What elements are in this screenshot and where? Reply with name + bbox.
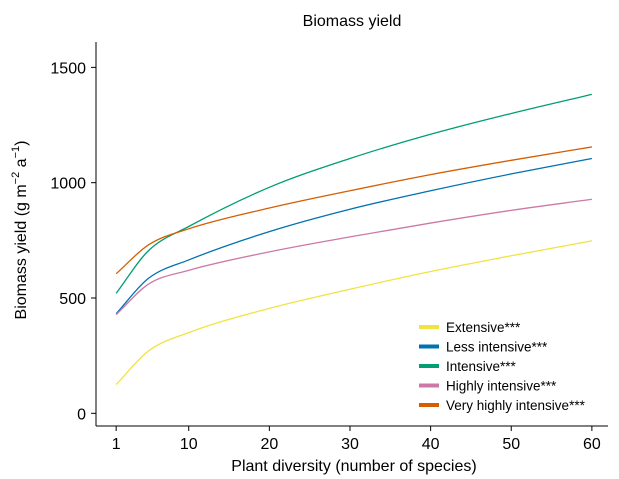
x-tick-label: 10 [180,436,198,453]
x-tick-label: 1 [112,436,121,453]
y-axis-title-exponent-2: −1 [10,146,22,159]
y-tick-label: 1500 [50,60,86,77]
legend-label: Very highly intensive*** [446,398,586,413]
y-tick-label: 500 [59,291,86,308]
series-line-3 [115,93,593,294]
legend: Extensive*** Less intensive*** Intensive**… [419,320,586,413]
x-axis-ticks: 1 10 20 30 40 50 60 [112,426,601,453]
series-line-2 [115,157,592,315]
x-tick-label: 50 [502,436,520,453]
legend-label: Less intensive*** [446,340,548,355]
y-tick-label: 1000 [50,176,86,193]
x-tick-label: 20 [260,436,278,453]
y-tick-label: 0 [77,406,86,423]
chart-title: Biomass yield [303,13,402,30]
series-line-5 [115,146,592,275]
y-axis-ticks: 0 500 1000 1500 [50,60,96,423]
y-axis-title-end: ) [13,141,30,146]
series-line-4 [115,198,592,316]
x-axis-title: Plant diversity (number of species) [231,458,476,475]
y-axis-title-exponent-1: −2 [10,172,22,185]
series-line-1 [115,240,592,385]
y-axis-title: Biomass yield (g m−2 a−1) [10,141,30,320]
x-tick-label: 60 [583,436,601,453]
legend-label: Highly intensive*** [446,379,557,394]
x-tick-label: 30 [341,436,359,453]
legend-label: Extensive*** [446,320,521,335]
series-lines [115,93,593,385]
y-axis-title-main: Biomass yield (g m [13,184,30,319]
y-axis-title-mid: a [13,158,30,171]
legend-label: Intensive*** [446,359,517,374]
x-tick-label: 40 [422,436,440,453]
